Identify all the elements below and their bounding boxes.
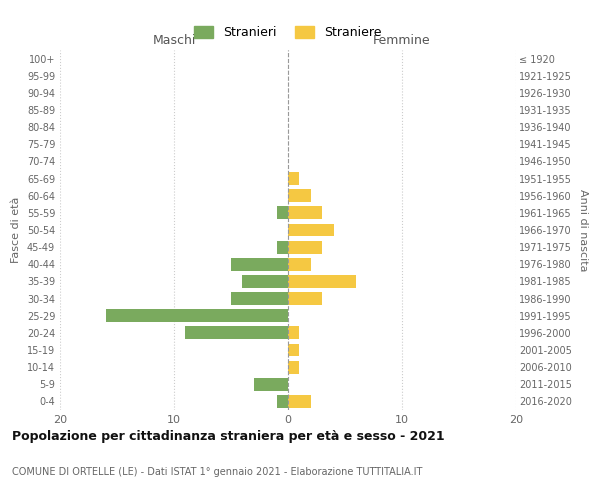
Bar [277, 395, 288, 408]
Bar [254, 378, 288, 390]
Bar [277, 240, 288, 254]
Bar [106, 310, 288, 322]
Bar [288, 258, 311, 270]
Bar [288, 206, 322, 220]
Bar [288, 344, 299, 356]
Bar [288, 360, 299, 374]
Y-axis label: Fasce di età: Fasce di età [11, 197, 21, 263]
Bar [277, 206, 288, 220]
Bar [288, 292, 322, 305]
Bar [288, 190, 311, 202]
Bar [185, 326, 288, 340]
Text: COMUNE DI ORTELLE (LE) - Dati ISTAT 1° gennaio 2021 - Elaborazione TUTTITALIA.IT: COMUNE DI ORTELLE (LE) - Dati ISTAT 1° g… [12, 467, 422, 477]
Bar [288, 240, 322, 254]
Legend: Stranieri, Straniere: Stranieri, Straniere [190, 21, 386, 44]
Bar [242, 275, 288, 288]
Bar [288, 326, 299, 340]
Y-axis label: Anni di nascita: Anni di nascita [578, 188, 589, 271]
Bar [288, 224, 334, 236]
Text: Popolazione per cittadinanza straniera per età e sesso - 2021: Popolazione per cittadinanza straniera p… [12, 430, 445, 443]
Bar [231, 292, 288, 305]
Text: Maschi: Maschi [152, 34, 196, 46]
Bar [288, 395, 311, 408]
Bar [231, 258, 288, 270]
Bar [288, 172, 299, 185]
Text: Femmine: Femmine [373, 34, 431, 46]
Bar [288, 275, 356, 288]
